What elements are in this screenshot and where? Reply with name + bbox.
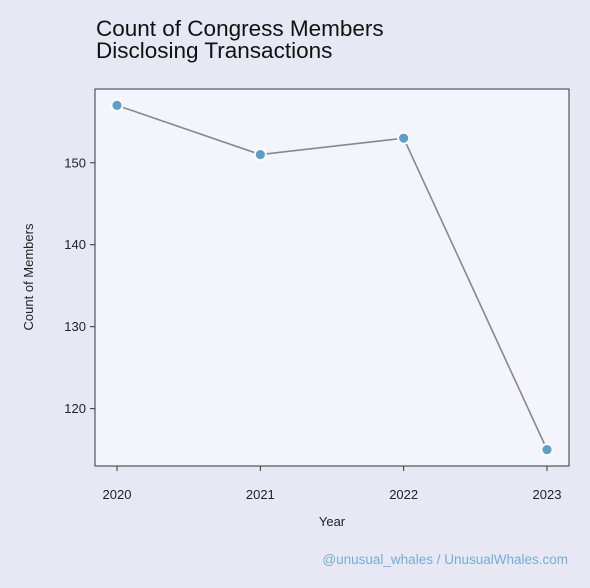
x-axis: 2020 2021 2022 2023 <box>103 466 562 502</box>
chart-title: Count of Congress Members Disclosing Tra… <box>96 16 384 63</box>
x-tick-label: 2023 <box>533 487 562 502</box>
plot-area <box>94 88 570 467</box>
x-tick-label: 2022 <box>389 487 418 502</box>
data-point <box>540 443 554 457</box>
y-axis: 120 130 140 150 <box>64 155 95 416</box>
x-tick-label: 2020 <box>103 487 132 502</box>
data-point <box>110 98 124 112</box>
y-tick-label: 150 <box>64 155 86 170</box>
data-points <box>110 98 554 457</box>
y-axis-title: Count of Members <box>21 223 36 330</box>
y-tick-label: 140 <box>64 237 86 252</box>
x-tick-label: 2021 <box>246 487 275 502</box>
y-tick-label: 120 <box>64 401 86 416</box>
credit-text: @unusual_whales / UnusualWhales.com <box>322 552 568 567</box>
series-line <box>116 104 548 450</box>
x-axis-title: Year <box>319 514 346 529</box>
y-tick-label: 130 <box>64 319 86 334</box>
data-point <box>253 148 267 161</box>
data-point <box>397 131 411 145</box>
